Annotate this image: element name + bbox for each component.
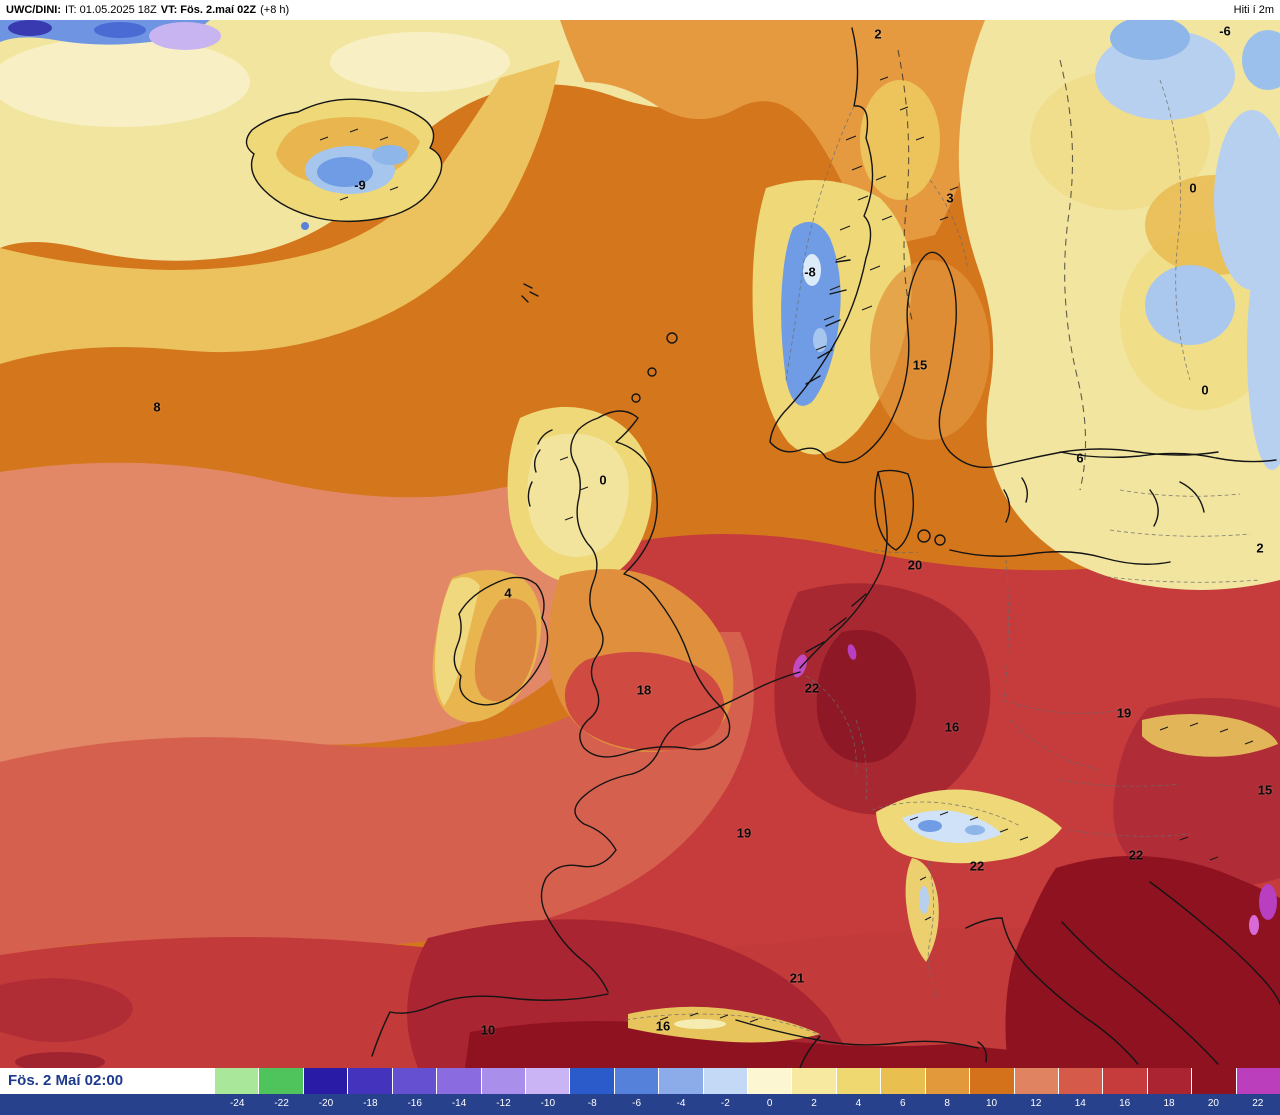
map-graphic [0,20,1280,1068]
colorbar-swatch [1103,1068,1148,1094]
colorbar-tick-label: -12 [496,1098,511,1109]
header-bar: UWC/DINI: IT: 01.05.2025 18Z VT: Fös. 2.ma… [0,0,1280,20]
colorbar-swatch [525,1068,571,1094]
footer-bar: Fös. 2 Maí 02:00 -24 -22 -20 -18 -16 -14 -12 -1… [0,1068,1280,1115]
colorbar-swatch [1147,1068,1193,1094]
temperature-label: 22 [969,858,985,874]
colorbar-swatch [481,1068,526,1094]
colorbar-tick-label: 22 [1252,1098,1264,1109]
colorbar-tick-label: -18 [363,1098,378,1109]
colorbar-swatch [1059,1068,1104,1094]
colorbar-swatch [836,1068,882,1094]
temperature-label: 21 [789,970,805,986]
temperature-label: 0 [1201,382,1209,398]
colorbar-tick-label: -16 [407,1098,422,1109]
colorbar-swatch [1192,1068,1237,1094]
colorbar-swatch [659,1068,704,1094]
colorbar-swatch [303,1068,349,1094]
temperature-label: 2 [874,26,882,42]
colorbar-tick-label: 2 [811,1098,817,1109]
colorbar-tick-label: 18 [1163,1098,1175,1109]
colorbar-swatch [792,1068,837,1094]
temperature-label: 22 [804,680,820,696]
colorbar-tick-label: 8 [944,1098,950,1109]
colorbar-swatch [215,1068,260,1094]
colorbar-swatch [881,1068,926,1094]
colorbar-tick-label: -22 [274,1098,289,1109]
colorbar-tick-label: 12 [1030,1098,1042,1109]
valid-timestamp: Fös. 2 Maí 02:00 [8,1072,124,1089]
colorbar-tick-label: -20 [318,1098,334,1109]
colorbar-tick-label: -8 [587,1098,597,1109]
parameter-name: Hiti í 2m [1233,4,1274,16]
tick-strip-background [0,1094,1280,1115]
colorbar-swatch [925,1068,971,1094]
temperature-label: -8 [804,264,816,280]
colorbar-tick-label: 10 [986,1098,998,1109]
colorbar-swatch [392,1068,438,1094]
temperature-label: 16 [655,1018,671,1034]
colorbar-tick-label: 0 [766,1098,773,1109]
colorbar-tick-label: -2 [720,1098,730,1109]
init-time: IT: 01.05.2025 18Z [65,4,157,16]
temperature-label: 22 [1128,847,1144,863]
colorbar-tick-label: -14 [451,1098,467,1109]
model-name: UWC/DINI: [6,4,61,16]
colorbar-tick-label: 20 [1207,1098,1219,1109]
temperature-label: 0 [1189,180,1197,196]
temperature-map: 8 -9 2 -6 3 0 -8 15 0 6 0 2 20 4 18 22 16 19 15 19 22 22 21 10 1… [0,20,1280,1068]
valid-time: VT: Fös. 2.maí 02Z [160,4,257,16]
temperature-label: 19 [1116,705,1132,721]
colorbar-swatch [259,1068,304,1094]
lead-time: (+8 h) [260,4,290,16]
colorbar-tick-label: 14 [1074,1098,1086,1109]
colorbar-swatch [437,1068,482,1094]
temperature-label: 20 [907,557,923,573]
temperature-label: 4 [504,585,512,601]
colorbar-tick-label: 6 [900,1098,906,1109]
colorbar-swatch [614,1068,660,1094]
temperature-label: 0 [599,472,607,488]
temperature-label: 15 [912,357,928,373]
temperature-label: 2 [1256,540,1264,556]
colorbar-tick-label: 4 [855,1098,862,1109]
temperature-label: 8 [153,399,161,415]
temperature-colorbar [215,1068,1280,1094]
temperature-label: 16 [944,719,960,735]
colorbar-tick-label: -24 [229,1098,245,1109]
colorbar-swatch [748,1068,793,1094]
colorbar-swatch [1236,1068,1280,1094]
temperature-label: -9 [354,177,366,193]
colorbar-swatch [570,1068,615,1094]
temperature-label: 19 [736,825,752,841]
colorbar-swatch [970,1068,1015,1094]
temperature-label: 3 [946,190,954,206]
temperature-label: -6 [1219,23,1231,39]
colorbar-ticks: -24 -22 -20 -18 -16 -14 -12 -10 -8 -6 -4 -2 0 2 4 6 8 10 1… [215,1094,1280,1115]
colorbar-tick-label: 16 [1119,1098,1131,1109]
colorbar-swatch [348,1068,393,1094]
temperature-label: 18 [636,682,652,698]
run-info: UWC/DINI: IT: 01.05.2025 18Z VT: Fös. 2.ma… [6,4,293,16]
colorbar-swatch [1014,1068,1060,1094]
colorbar-tick-label: -10 [540,1098,556,1109]
colorbar-tick-label: -4 [676,1098,686,1109]
colorbar-swatch [703,1068,749,1094]
temperature-label: 6 [1076,450,1084,466]
temperature-label: 15 [1257,782,1273,798]
temperature-label: 10 [480,1022,496,1038]
colorbar-tick-label: -6 [632,1098,642,1109]
